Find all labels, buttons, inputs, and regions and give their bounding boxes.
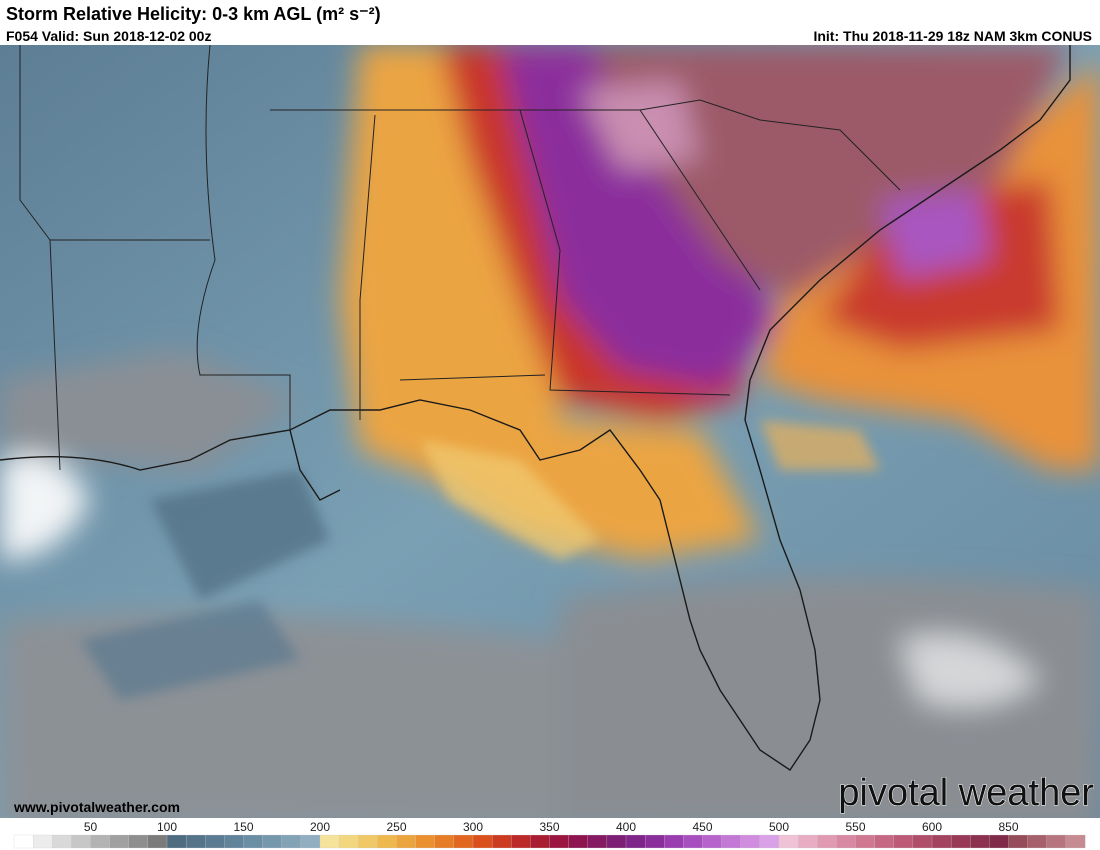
init-time: Init: Thu 2018-11-29 18z NAM 3km CONUS: [813, 28, 1092, 44]
colorbar-swatch: [855, 834, 876, 849]
colorbar-swatch: [1008, 834, 1029, 849]
colorbar-label: 350: [539, 820, 559, 834]
colorbar-swatch: [243, 834, 264, 849]
colorbar-swatch: [587, 834, 608, 849]
colorbar-swatch: [300, 834, 321, 849]
colorbar-swatch: [836, 834, 856, 849]
state-borders: [19, 45, 901, 471]
colorbar-swatch: [377, 834, 397, 849]
colorbar-swatch: [702, 834, 723, 849]
colorbar-swatch: [185, 834, 206, 849]
coastline: [0, 45, 1071, 771]
colorbar-swatch: [358, 834, 378, 849]
colorbar-swatch: [472, 834, 493, 849]
colorbar-swatch: [759, 834, 780, 849]
colorbar-swatch: [32, 834, 53, 849]
colorbar-swatch: [625, 834, 646, 849]
colorbar-label: 550: [845, 820, 865, 834]
title: Storm Relative Helicity: 0-3 km AGL (m² …: [6, 4, 381, 24]
colorbar-swatch: [893, 834, 914, 849]
colorbar-swatch: [319, 834, 340, 849]
colorbar-swatch: [396, 834, 417, 849]
colorbar-swatch: [434, 834, 455, 849]
colorbar-swatch: [606, 834, 627, 849]
valid-time: F054 Valid: Sun 2018-12-02 00z: [6, 28, 211, 44]
colorbar-swatch: [262, 834, 283, 849]
colorbar: 50 100 150 200 250 300 350 400 450 500 550 600 850: [13, 820, 1086, 849]
colorbar-swatch: [778, 834, 799, 849]
colorbar-swatch: [989, 834, 1009, 849]
colorbar-label: 600: [922, 820, 942, 834]
colorbar-swatch: [338, 834, 359, 849]
colorbar-swatch: [683, 834, 703, 849]
colorbar-swatch: [740, 834, 761, 849]
colorbar-label: 500: [769, 820, 789, 834]
colorbar-swatch: [950, 834, 971, 849]
colorbar-label: 850: [998, 820, 1018, 834]
colorbar-swatch: [90, 834, 111, 849]
colorbar-swatch: [453, 834, 474, 849]
colorbar-label: 300: [463, 820, 483, 834]
colorbar-swatch: [71, 834, 91, 849]
colorbar-swatch: [491, 834, 512, 849]
map: [0, 45, 1100, 818]
colorbar-swatch: [511, 834, 531, 849]
colorbar-swatch: [147, 834, 168, 849]
colorbar-swatch: [109, 834, 130, 849]
colorbar-swatch: [912, 834, 933, 849]
colorbar-swatch: [1065, 834, 1086, 849]
colorbar-label: 50: [84, 820, 98, 834]
colorbar-label: 250: [386, 820, 406, 834]
colorbar-swatch: [205, 834, 225, 849]
colorbar-label: 150: [233, 820, 253, 834]
colorbar-swatch: [128, 834, 149, 849]
colorbar-swatch: [224, 834, 244, 849]
colorbar-swatch: [874, 834, 895, 849]
colorbar-swatch: [415, 834, 436, 849]
colorbar-swatch: [721, 834, 742, 849]
colorbar-swatch: [530, 834, 550, 849]
logo: pivotal weather: [838, 772, 1094, 814]
colorbar-swatch: [817, 834, 837, 849]
colorbar-swatch: [13, 834, 34, 849]
colorbar-swatch: [568, 834, 589, 849]
colorbar-swatch: [797, 834, 818, 849]
colorbar-label: 200: [310, 820, 330, 834]
colorbar-label: 400: [616, 820, 636, 834]
colorbar-swatch: [644, 834, 665, 849]
website: www.pivotalweather.com: [13, 799, 180, 815]
colorbar-swatch: [664, 834, 684, 849]
colorbar-label: 100: [157, 820, 177, 834]
colorbar-swatch: [931, 834, 952, 849]
colorbar-swatch: [970, 834, 990, 849]
colorbar-swatch: [1046, 834, 1067, 849]
colorbar-swatch: [549, 834, 570, 849]
colorbar-swatch: [281, 834, 302, 849]
colorbar-swatch: [166, 834, 187, 849]
colorbar-label: 450: [692, 820, 712, 834]
colorbar-swatch: [1027, 834, 1048, 849]
colorbar-swatch: [52, 834, 72, 849]
